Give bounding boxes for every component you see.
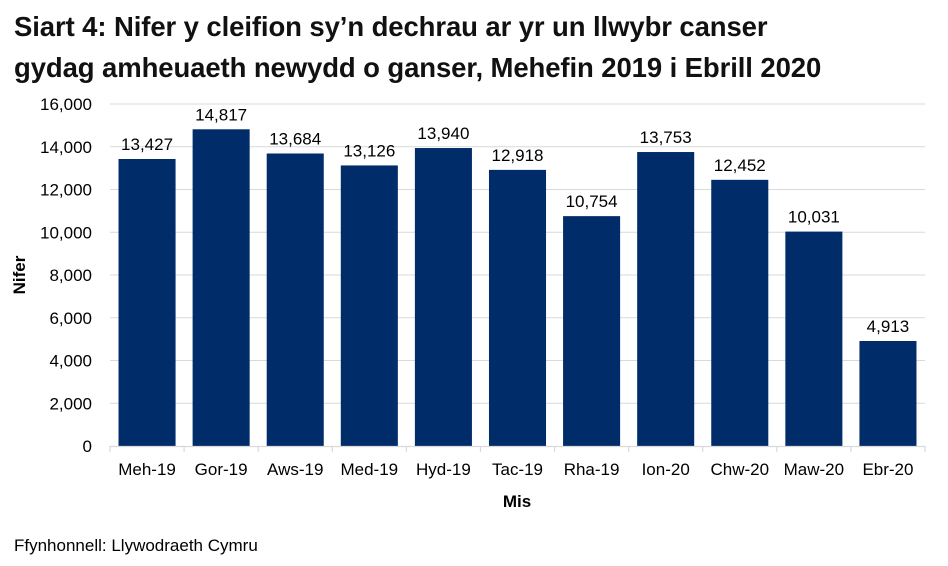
x-tick-label: Med-19	[340, 460, 398, 479]
bar-value-label: 12,918	[492, 146, 544, 165]
bar-ebr-20	[859, 340, 917, 446]
y-axis-title: Nifer	[10, 255, 29, 294]
x-tick-label: Ion-20	[642, 460, 690, 479]
bar-value-label: 13,126	[343, 141, 395, 160]
bar-value-label: 10,031	[788, 208, 840, 227]
x-tick-label: Ebr-20	[862, 460, 913, 479]
bar-value-label: 4,913	[867, 317, 910, 336]
bar-ion-20	[637, 152, 695, 446]
y-tick-label: 12,000	[40, 181, 92, 200]
chart-title-line-1: Siart 4: Nifer y cleifion sy’n dechrau a…	[14, 11, 768, 42]
y-tick-label: 6,000	[49, 309, 92, 328]
x-tick-label: Chw-20	[710, 460, 769, 479]
bar-value-label: 13,940	[417, 124, 469, 143]
bar-value-label: 13,684	[269, 130, 321, 149]
chart-title: Siart 4: Nifer y cleifion sy’n dechrau a…	[14, 6, 944, 88]
y-tick-label: 16,000	[40, 95, 92, 114]
x-axis-title: Mis	[503, 492, 531, 511]
y-axis-tick-labels: 0 2,000 4,000 6,000 8,000 10,000 12,000 14,000 1…	[40, 95, 92, 456]
x-tick-label: Tac-19	[492, 460, 543, 479]
y-tick-label: 8,000	[49, 266, 92, 285]
bar-gor-19	[192, 129, 250, 446]
bar-meh-19	[118, 158, 176, 447]
bar-aws-19	[266, 153, 324, 446]
x-tick-label: Rha-19	[564, 460, 620, 479]
bar-chw-20	[711, 179, 769, 446]
y-tick-label: 14,000	[40, 138, 92, 157]
bar-value-label: 12,452	[714, 156, 766, 175]
y-tick-label: 10,000	[40, 223, 92, 242]
x-axis: Meh-19 Gor-19 Aws-19 Med-19 Hyd-19 Tac-19 Rha-…	[109, 445, 926, 479]
bar-hyd-19	[414, 148, 472, 446]
y-tick-label: 0	[83, 437, 92, 456]
bar-value-label: 14,817	[195, 105, 247, 124]
bar-tac-19	[488, 169, 547, 446]
bar-med-19	[340, 165, 398, 446]
y-tick-label: 4,000	[49, 352, 92, 371]
x-tick-label: Hyd-19	[416, 460, 471, 479]
bars: 13,427 14,817 13,684 13,126 13,940 12,918 10,7…	[118, 105, 917, 447]
bar-maw-20	[785, 231, 843, 446]
x-tick-label: Maw-20	[784, 460, 844, 479]
bar-value-label: 13,427	[121, 135, 173, 154]
bar-value-label: 13,753	[640, 128, 692, 147]
x-tick-label: Gor-19	[195, 460, 248, 479]
source-note: Ffynhonnell: Llywodraeth Cymru	[14, 536, 258, 555]
x-tick-label: Meh-19	[118, 460, 176, 479]
chart-title-line-2: gydag amheuaeth newydd o ganser, Mehefin…	[14, 52, 822, 83]
x-tick-label: Aws-19	[267, 460, 323, 479]
bar-rha-19	[563, 216, 621, 446]
y-tick-label: 2,000	[49, 394, 92, 413]
bar-value-label: 10,754	[566, 192, 618, 211]
